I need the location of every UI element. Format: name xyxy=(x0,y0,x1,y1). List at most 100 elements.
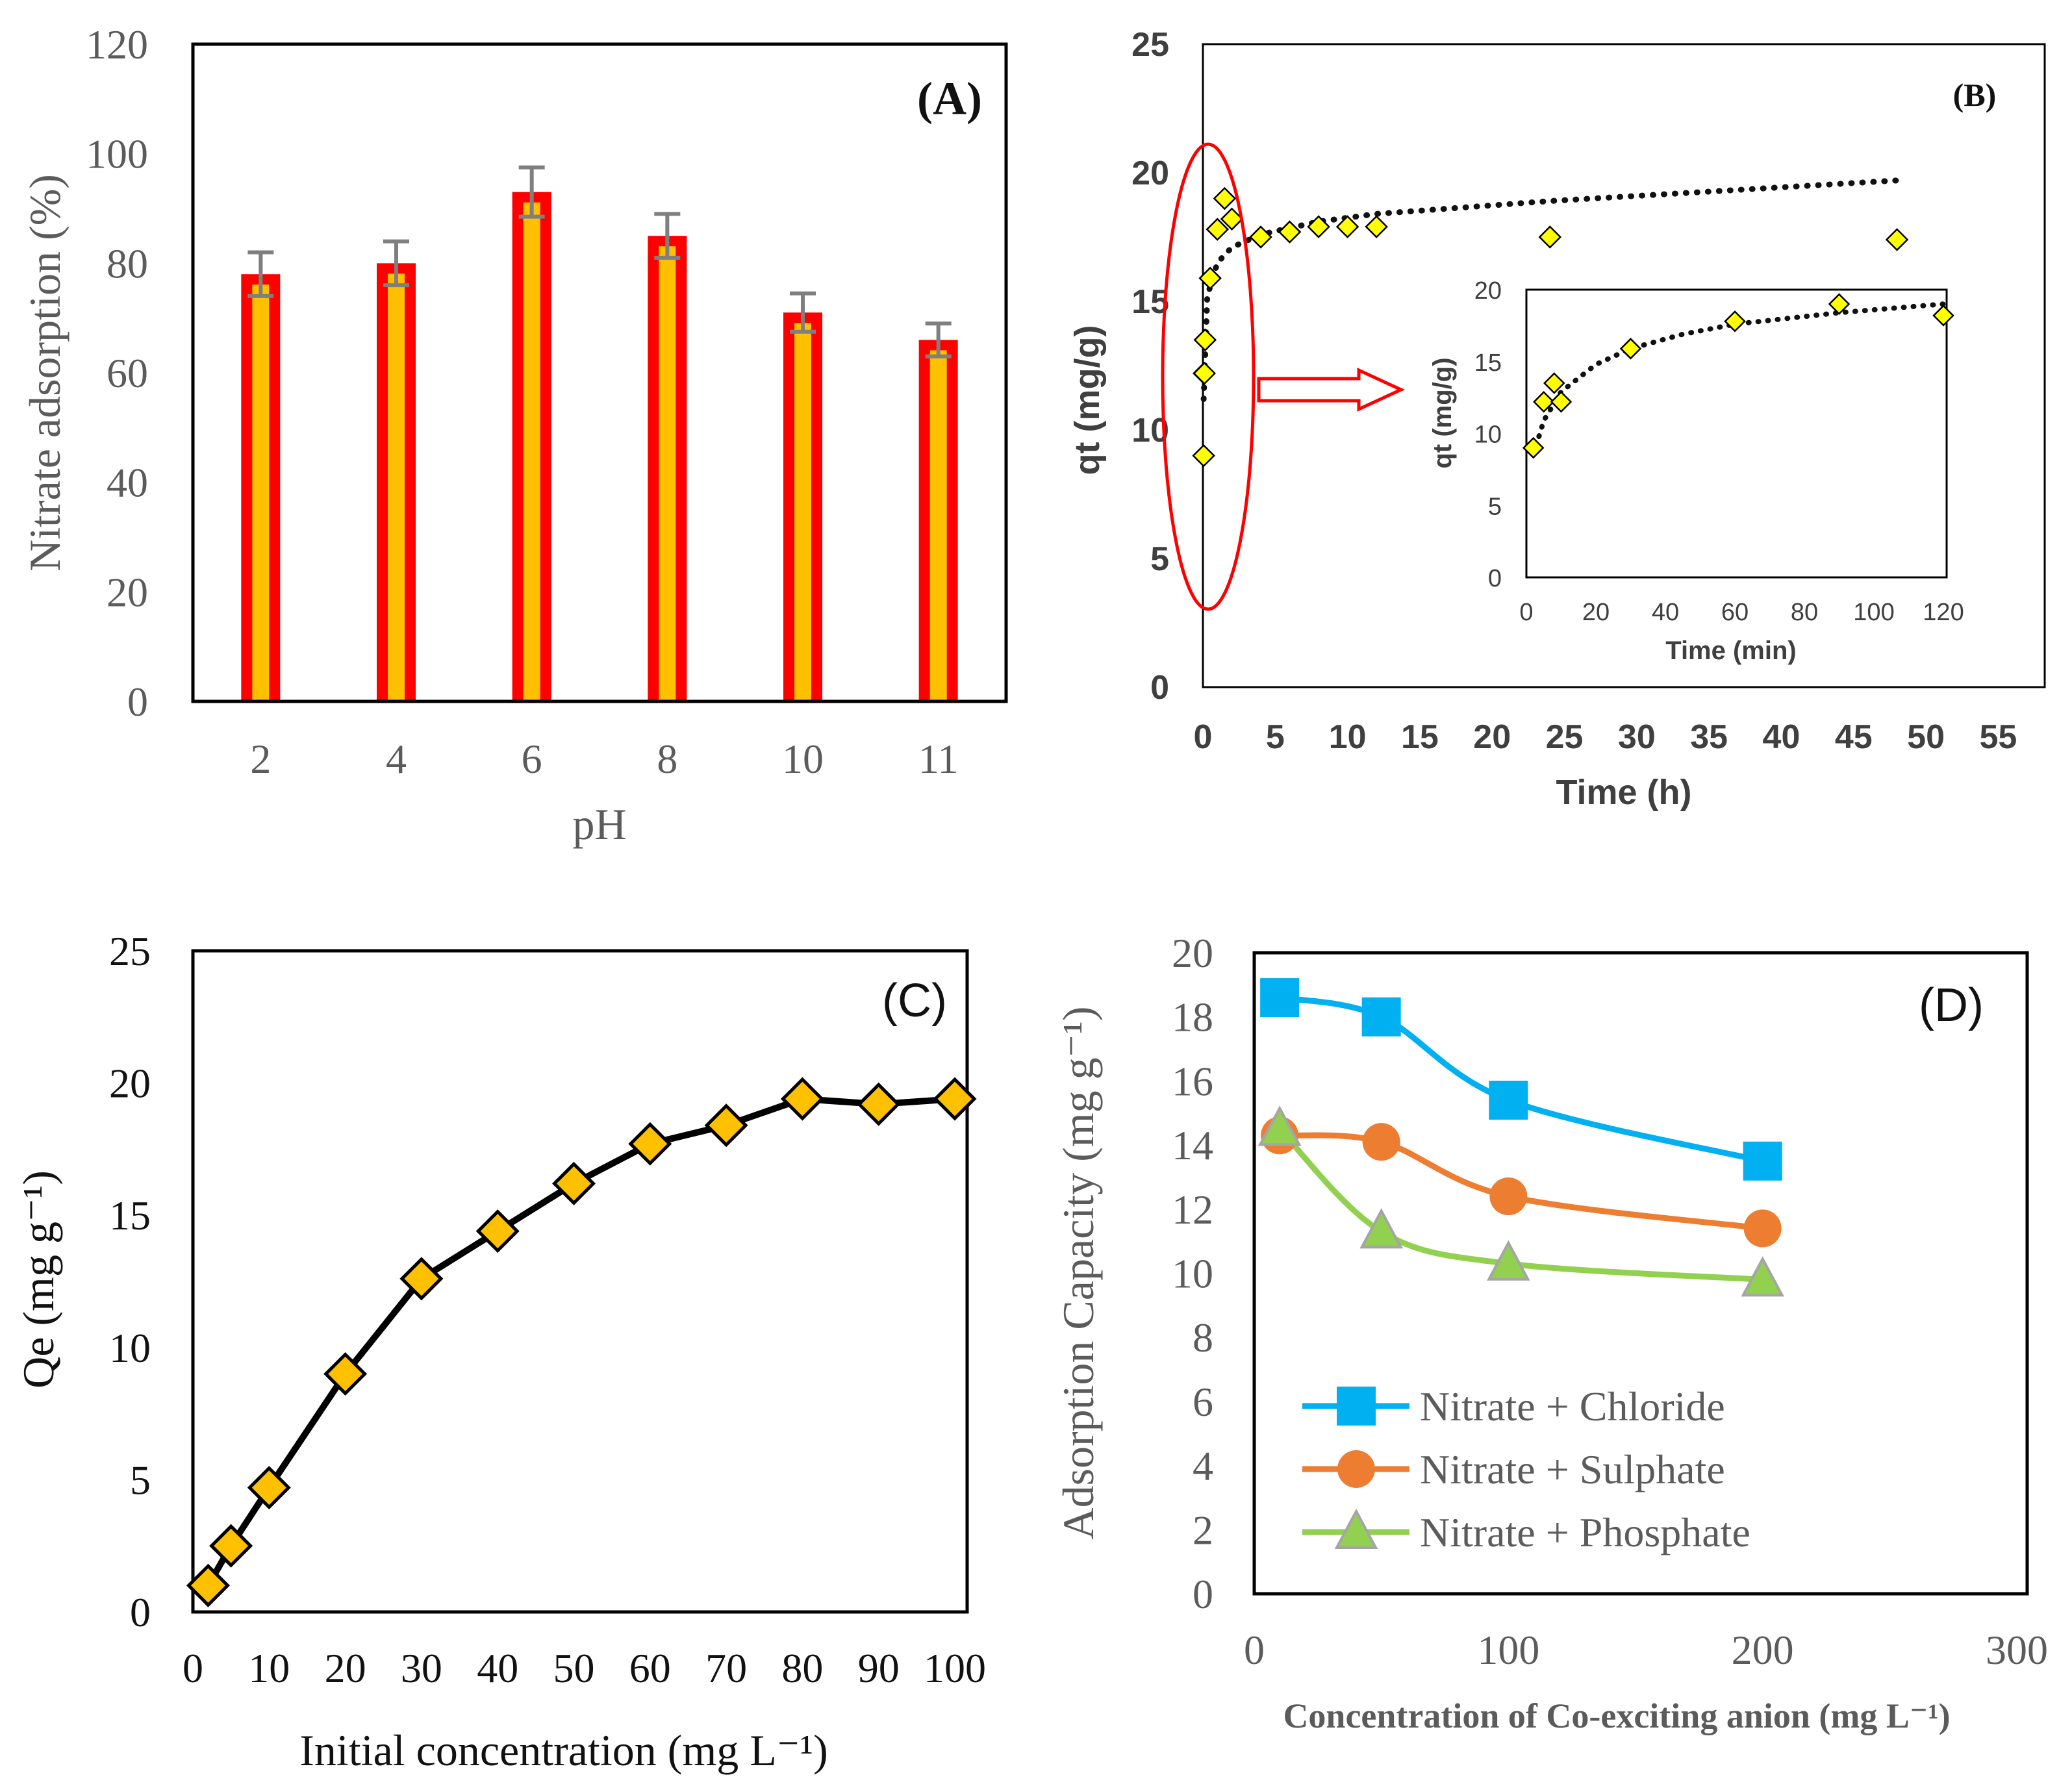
panel-b-inset-ytick-label: 5 xyxy=(1488,493,1502,520)
panel-d-ytick-label: 8 xyxy=(1193,1314,1213,1361)
panel-b-xtick-label: 5 xyxy=(1266,718,1285,756)
panel-b-inset-point xyxy=(1543,372,1565,394)
panel-c: 0 5 10 15 20 25 0 10 20 30 40 50 60 70 80 90 100 (C) In… xyxy=(14,928,986,1775)
panel-d-point xyxy=(1743,1141,1782,1181)
panel-b-inset-point xyxy=(1522,436,1545,459)
panel-d-series-line xyxy=(1279,994,1763,1164)
panel-c-xtick-label: 20 xyxy=(325,1645,366,1691)
panel-b-points xyxy=(1192,186,1909,468)
panel-d-point xyxy=(1359,1208,1404,1249)
panel-c-point xyxy=(247,1466,291,1510)
panel-c-ytick-label: 15 xyxy=(109,1192,151,1239)
panel-a-ylabel: Nitrate adsorption (%) xyxy=(20,174,69,572)
panel-b-inset-points xyxy=(1522,293,1954,459)
panel-d-xtick-label: 300 xyxy=(1986,1627,2048,1673)
panel-c-xtick-label: 90 xyxy=(858,1645,900,1691)
panel-c-ytick-label: 20 xyxy=(109,1061,151,1107)
panel-b-inset-xtick-label: 60 xyxy=(1721,599,1749,626)
panel-a-xtick-label: 6 xyxy=(522,736,542,782)
panel-d-ytick-label: 18 xyxy=(1172,994,1213,1040)
panel-b-point xyxy=(1249,225,1272,249)
panel-b-point xyxy=(1307,215,1330,238)
panel-b-inset-point xyxy=(1724,310,1746,333)
panel-a-ytick-label: 120 xyxy=(86,21,148,68)
panel-c-ytick-label: 5 xyxy=(130,1457,151,1503)
panel-c-yticks: 0 5 10 15 20 25 xyxy=(109,928,151,1635)
panel-d-lines xyxy=(1277,994,1763,1283)
panel-d-series-line xyxy=(1279,1132,1763,1231)
panel-a-bar-inner xyxy=(659,246,676,702)
panel-c-xtick-label: 80 xyxy=(781,1645,823,1691)
panel-a-ytick-label: 20 xyxy=(107,569,148,615)
panel-b-inset-trendline xyxy=(1530,301,1946,458)
panel-c-xtick-label: 40 xyxy=(477,1645,518,1691)
panel-b-xticks: 0 5 10 15 20 25 30 35 40 45 50 55 xyxy=(1194,718,2017,756)
panel-a-xtick-label: 11 xyxy=(918,736,959,782)
panel-a-bar-inner xyxy=(794,323,811,701)
panel-b-inset-xtick-label: 0 xyxy=(1519,599,1533,626)
panel-b-inset-ytick-label: 0 xyxy=(1488,565,1502,592)
panel-b-inset-ytick-label: 10 xyxy=(1474,421,1502,449)
panel-b-inset-xtick-label: 120 xyxy=(1923,599,1964,626)
panel-b-ylabel: qt (mg/g) xyxy=(1068,325,1107,475)
panel-b-highlight-ellipse xyxy=(1161,142,1256,611)
panel-c-xtick-label: 30 xyxy=(401,1645,442,1691)
panel-d-xlabel: Concentration of Co-exciting anion (mg L… xyxy=(1283,1696,1950,1735)
panel-c-xlabel: Initial concentration (mg L⁻¹) xyxy=(299,1726,828,1775)
panel-c-point xyxy=(551,1161,596,1205)
panel-b-point xyxy=(1278,220,1302,244)
panel-d-point xyxy=(1257,1105,1302,1146)
panel-c-point xyxy=(475,1209,520,1253)
panel-b-inset-frame xyxy=(1525,288,1948,579)
panel-c-xtick-label: 60 xyxy=(629,1645,671,1691)
panel-b-xtick-label: 35 xyxy=(1690,718,1728,756)
panel-d-legend-marker xyxy=(1334,1508,1378,1549)
panel-d-plot-frame xyxy=(1252,951,2029,1596)
panel-d-series-line xyxy=(1277,1127,1763,1283)
panel-b-ytick-label: 20 xyxy=(1131,155,1169,192)
panel-b-xlabel: Time (h) xyxy=(1556,773,1691,812)
panel-d-point xyxy=(1486,1240,1530,1281)
panel-b-ytick-label: 0 xyxy=(1150,669,1169,707)
panel-d-xticks: 0 100 200 300 xyxy=(1244,1627,2048,1673)
panel-b-inset-xtick-label: 20 xyxy=(1582,599,1610,626)
panel-b-xtick-label: 45 xyxy=(1835,718,1873,756)
panel-b-inset-point xyxy=(1532,391,1555,413)
panel-c-title: (C) xyxy=(882,975,947,1027)
panel-d-ytick-label: 14 xyxy=(1172,1122,1213,1168)
panel-d-legend-label: Nitrate + Chloride xyxy=(1420,1383,1725,1429)
panel-d-ytick-label: 10 xyxy=(1172,1251,1213,1297)
panel-d-legend-marker xyxy=(1337,1387,1376,1426)
panel-d-point xyxy=(1489,1177,1528,1216)
panel-b-xtick-label: 55 xyxy=(1979,718,2017,756)
panel-d-xtick-label: 200 xyxy=(1732,1627,1794,1673)
panel-a-ytick-label: 0 xyxy=(127,679,148,725)
panel-d-points xyxy=(1257,978,1785,1297)
panel-b-inset-xtick-label: 80 xyxy=(1791,599,1818,626)
panel-d-point xyxy=(1361,997,1401,1037)
panel-b-xtick-label: 50 xyxy=(1907,718,1945,756)
panel-b-inset-yticks: 0 5 10 15 20 xyxy=(1474,277,1502,592)
panel-a-xtick-label: 4 xyxy=(386,736,407,782)
panel-c-ytick-label: 25 xyxy=(109,928,151,974)
panel-b-point xyxy=(1335,215,1359,238)
panel-c-point xyxy=(857,1082,901,1126)
panel-c-xtick-label: 10 xyxy=(248,1645,290,1691)
panel-b-inset-point xyxy=(1932,305,1954,327)
panel-a-ytick-label: 40 xyxy=(107,460,148,506)
panel-a-ytick-label: 100 xyxy=(86,131,148,177)
panel-d-legend: Nitrate + Chloride Nitrate + Sulphate Nitr… xyxy=(1302,1383,1750,1555)
panel-c-ylabel: Qe (mg g⁻¹) xyxy=(14,1170,63,1389)
panel-b-xtick-label: 0 xyxy=(1194,718,1213,756)
panel-d-ytick-label: 6 xyxy=(1193,1379,1213,1425)
panel-b-xtick-label: 40 xyxy=(1763,718,1800,756)
panel-b-point xyxy=(1220,207,1244,231)
panel-d-legend-label: Nitrate + Phosphate xyxy=(1420,1509,1750,1555)
panel-a-xtick-label: 10 xyxy=(782,736,824,782)
panel-d-ytick-label: 20 xyxy=(1172,930,1213,976)
panel-a-bar-inner xyxy=(388,273,405,701)
panel-d-xtick-label: 0 xyxy=(1244,1627,1265,1673)
panel-b-inset-xticks: 0 20 40 60 80 100 120 xyxy=(1519,599,1964,626)
panel-d-point xyxy=(1362,1123,1400,1161)
